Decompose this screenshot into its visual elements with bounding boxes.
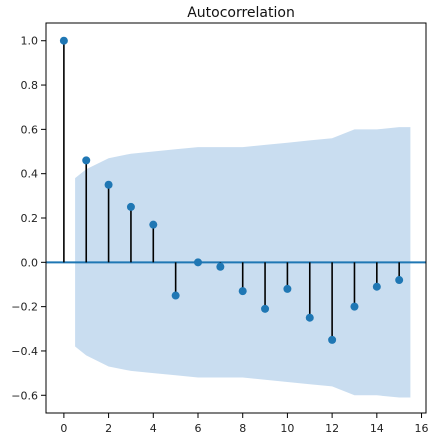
marker-lag-3 (126, 202, 135, 211)
x-tick-label-12: 12 (325, 422, 339, 435)
marker-lag-12 (328, 335, 337, 344)
marker-lag-6 (194, 258, 202, 267)
y-tick-label-6: −0.2 (11, 301, 38, 314)
y-tick-label-1: 0.8 (21, 79, 39, 92)
chart-title: Autocorrelation (187, 5, 295, 21)
x-tick-label-6: 6 (195, 422, 202, 435)
marker-lag-11 (305, 313, 314, 322)
marker-lag-7 (216, 262, 225, 271)
plot-area: 0 2 4 6 8 10 12 14 16 1.0 0.8 0.6 0.4 0.2 0.0 −0.2 −0.4 −… (11, 22, 429, 435)
marker-lag-4 (149, 220, 158, 229)
x-tick-label-16: 16 (415, 422, 429, 435)
marker-lag-1 (82, 156, 91, 165)
marker-lag-5 (171, 291, 180, 300)
marker-lag-15 (395, 276, 404, 285)
marker-lag-13 (350, 302, 359, 311)
x-tick-label-14: 14 (370, 422, 384, 435)
x-tick-label-0: 0 (60, 422, 67, 435)
y-tick-label-0: 1.0 (21, 35, 39, 48)
y-tick-label-5: 0.0 (21, 256, 39, 269)
x-tick-label-4: 4 (150, 422, 157, 435)
y-tick-label-8: −0.6 (11, 389, 38, 402)
x-tick-label-8: 8 (239, 422, 246, 435)
marker-lag-9 (261, 304, 270, 313)
marker-lag-10 (283, 284, 292, 293)
marker-lag-8 (238, 287, 247, 296)
x-tick-label-2: 2 (105, 422, 112, 435)
marker-lag-2 (104, 180, 113, 189)
marker-lag-14 (372, 282, 381, 291)
marker-lag-0 (59, 36, 68, 45)
y-tick-label-4: 0.2 (21, 212, 39, 225)
y-tick-label-3: 0.4 (21, 168, 39, 181)
y-tick-label-2: 0.6 (21, 123, 39, 136)
x-tick-label-10: 10 (280, 422, 294, 435)
y-tick-label-7: −0.4 (11, 345, 38, 358)
